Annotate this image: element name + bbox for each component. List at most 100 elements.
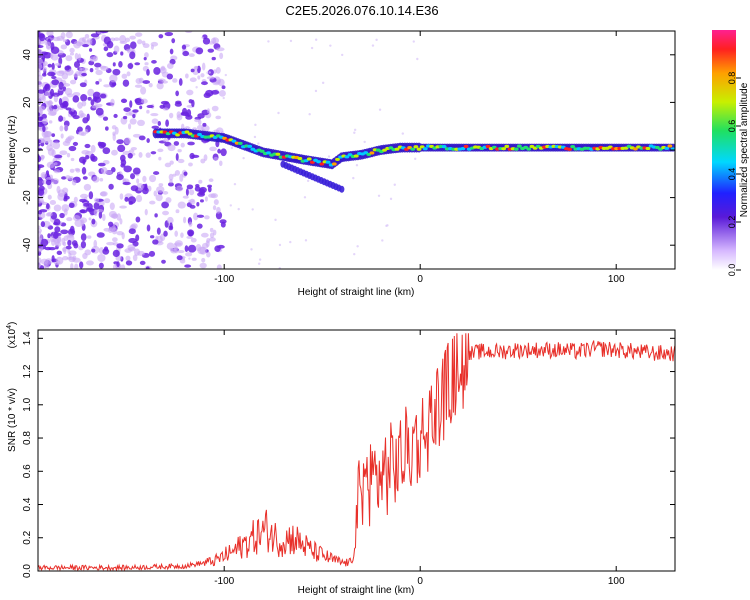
noise-blob	[82, 44, 89, 48]
noise-blob	[91, 248, 96, 253]
noise-blob	[216, 264, 222, 269]
noise-blob	[135, 77, 143, 84]
noise-blob	[102, 248, 110, 255]
noise-blob	[58, 97, 63, 106]
ridge-cell	[347, 153, 353, 157]
spectrogram-xlabel: Height of straight line (km)	[298, 287, 415, 298]
noise-blob	[38, 49, 43, 56]
noise-blob	[113, 113, 118, 119]
noise-blob	[217, 148, 221, 154]
noise-blob	[164, 31, 174, 37]
noise-blob	[40, 238, 49, 247]
noise-blob	[122, 115, 128, 120]
noise-blob	[135, 194, 143, 203]
noise-blob	[62, 116, 66, 122]
snr-ytick-label: 0.2	[22, 530, 33, 544]
colorbar-label: Normalized spectral amplitude	[739, 82, 750, 217]
noise-blob	[116, 231, 124, 236]
noise-blob	[182, 50, 190, 57]
noise-blob	[198, 179, 203, 184]
ridge-cell	[460, 146, 466, 151]
ridge-cell	[316, 160, 322, 164]
noise-blob	[84, 143, 91, 149]
noise-blob	[61, 72, 69, 80]
noise-blob	[94, 197, 100, 203]
noise-blob	[156, 227, 161, 235]
noise-blob	[130, 173, 136, 180]
noise-dot	[377, 194, 381, 197]
noise-blob	[139, 260, 146, 265]
ridge-cell	[416, 147, 422, 151]
noise-blob	[98, 262, 104, 269]
noise-blob	[53, 218, 61, 226]
noise-dot	[230, 146, 234, 150]
snr-yscale-base: (x10	[7, 328, 18, 348]
snr-xtick-label: -100	[214, 576, 234, 587]
noise-blob	[65, 245, 72, 250]
noise-blob	[55, 256, 64, 265]
noise-blob	[132, 109, 139, 113]
noise-blob	[74, 52, 79, 60]
noise-blob	[52, 92, 60, 97]
noise-blob	[189, 189, 195, 196]
snr-ytick-label: 1.0	[22, 397, 33, 411]
noise-blob	[90, 144, 96, 153]
ridge-cell	[231, 139, 237, 143]
noise-blob	[93, 209, 98, 217]
noise-blob	[216, 47, 225, 52]
noise-blob	[128, 123, 132, 130]
noise-blob	[93, 202, 100, 211]
noise-blob	[91, 105, 100, 109]
noise-blob	[112, 68, 121, 76]
noise-blob	[177, 201, 186, 209]
noise-blob	[213, 199, 219, 205]
noise-blob	[201, 257, 206, 263]
noise-blob	[79, 82, 87, 88]
noise-dot	[363, 140, 366, 144]
noise-dot	[314, 38, 318, 41]
noise-blob	[38, 74, 43, 81]
noise-blob	[65, 137, 73, 142]
noise-dot	[229, 204, 232, 207]
noise-blob	[46, 161, 56, 169]
noise-blob	[59, 212, 65, 219]
noise-blob	[81, 100, 87, 107]
noise-blob	[191, 154, 200, 158]
noise-blob	[175, 153, 179, 161]
spectrogram-ytick-label: 40	[22, 49, 33, 61]
noise-blob	[79, 261, 84, 269]
noise-blob	[162, 107, 169, 111]
noise-dot	[222, 96, 225, 100]
noise-blob	[52, 141, 61, 150]
noise-blob	[176, 111, 181, 119]
noise-blob	[111, 82, 117, 87]
noise-blob	[68, 250, 77, 256]
noise-blob	[200, 232, 209, 238]
noise-blob	[180, 232, 184, 238]
noise-blob	[103, 36, 111, 45]
noise-blob	[182, 216, 187, 224]
noise-blob	[72, 257, 81, 263]
noise-blob	[169, 160, 174, 165]
noise-blob	[180, 142, 185, 148]
noise-blob	[112, 133, 116, 141]
noise-blob	[86, 113, 90, 122]
noise-blob	[124, 196, 129, 202]
noise-blob	[130, 147, 137, 151]
noise-blob	[68, 202, 75, 208]
noise-blob	[60, 32, 66, 40]
snr-xtick-label: 100	[608, 576, 625, 587]
noise-blob	[185, 188, 189, 196]
noise-blob	[72, 214, 81, 222]
ridge-cell	[197, 132, 202, 137]
noise-blob	[200, 158, 206, 164]
noise-blob	[108, 221, 114, 227]
noise-blob	[126, 71, 131, 77]
noise-blob	[46, 144, 53, 152]
noise-blob	[127, 244, 136, 251]
noise-blob	[119, 205, 127, 209]
noise-blob	[86, 235, 92, 239]
noise-blob	[171, 38, 176, 44]
noise-blob	[219, 52, 224, 60]
noise-blob	[215, 67, 221, 74]
